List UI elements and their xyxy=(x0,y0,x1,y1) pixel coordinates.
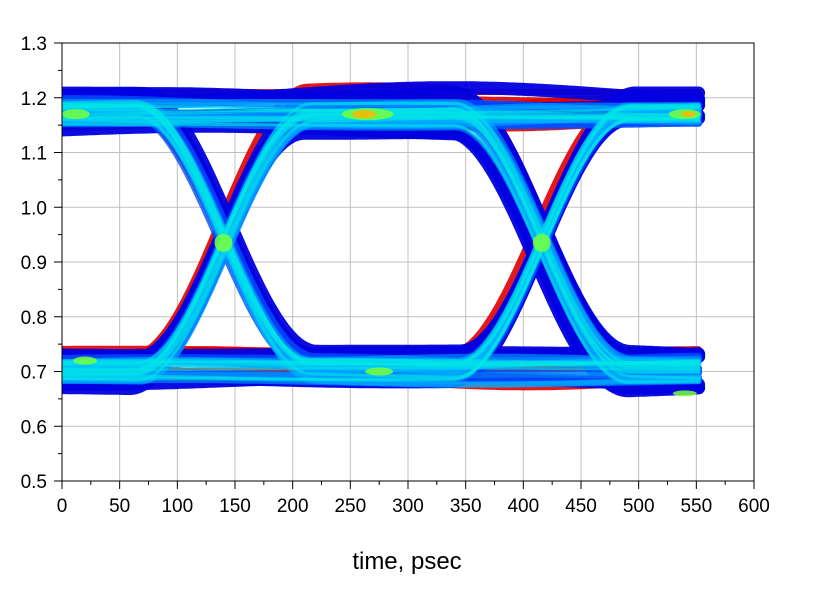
blue-trace-4 xyxy=(62,100,703,366)
y-tick-label-4: 0.9 xyxy=(21,253,47,274)
cyan-trace-11 xyxy=(62,103,701,368)
cyan-trace-4 xyxy=(62,101,702,366)
x-tick-label-4: 200 xyxy=(277,496,309,517)
blue-trace-9 xyxy=(62,98,706,368)
density-hotspot-7 xyxy=(365,367,394,376)
x-tick-label-9: 450 xyxy=(565,496,597,517)
x-tick-label-8: 400 xyxy=(507,496,539,517)
density-hotspot-4 xyxy=(681,111,696,118)
x-tick-label-3: 150 xyxy=(219,496,251,517)
x-tick-label-0: 0 xyxy=(57,496,68,517)
x-tick-label-11: 550 xyxy=(680,496,712,517)
density-hotspot-2 xyxy=(352,110,377,119)
y-tick-label-3: 0.8 xyxy=(21,308,47,329)
cyan-trace-22 xyxy=(62,359,701,367)
cyan-trace-11 xyxy=(62,102,702,365)
y-axis-tick-labels: 0.5 0.6 0.7 0.8 0.9 1.0 1.1 1.2 1.3 xyxy=(21,34,47,493)
density-hotspot-5 xyxy=(214,233,233,252)
cyan-trace-16 xyxy=(62,101,701,365)
y-tick-label-8: 1.3 xyxy=(21,34,47,55)
cyan-trace-9 xyxy=(62,104,701,366)
y-tick-label-0: 0.5 xyxy=(21,472,47,493)
x-tick-label-1: 50 xyxy=(109,496,130,517)
density-hotspot-6 xyxy=(532,233,551,252)
x-tick-label-12: 600 xyxy=(738,496,770,517)
plot-area xyxy=(62,81,706,398)
y-tick-label-7: 1.2 xyxy=(21,89,47,110)
density-hotspot-8 xyxy=(73,356,98,365)
y-tick-label-2: 0.7 xyxy=(21,363,47,384)
eye-high-density-spots xyxy=(62,108,701,397)
x-tick-label-2: 100 xyxy=(161,496,193,517)
x-tick-label-6: 300 xyxy=(392,496,424,517)
cyan-trace-7 xyxy=(62,103,701,366)
y-tick-label-6: 1.1 xyxy=(21,144,47,165)
y-tick-label-5: 1.0 xyxy=(21,198,47,219)
density-hotspot-0 xyxy=(62,109,90,120)
x-tick-label-10: 500 xyxy=(623,496,655,517)
cyan-trace-20 xyxy=(62,119,701,381)
x-tick-label-5: 250 xyxy=(334,496,366,517)
y-tick-label-1: 0.6 xyxy=(21,417,47,438)
cyan-trace-6 xyxy=(62,102,701,366)
density-hotspot-9 xyxy=(672,390,697,397)
x-tick-label-7: 350 xyxy=(450,496,482,517)
x-axis-title: time, psec xyxy=(352,548,461,575)
axis-ticks xyxy=(54,42,755,489)
cyan-trace-20 xyxy=(62,101,702,365)
x-axis-tick-labels: 0 50 100 150 200 250 300 350 400 450 500 550 600 xyxy=(57,496,770,517)
blue-trace-8 xyxy=(62,98,706,369)
